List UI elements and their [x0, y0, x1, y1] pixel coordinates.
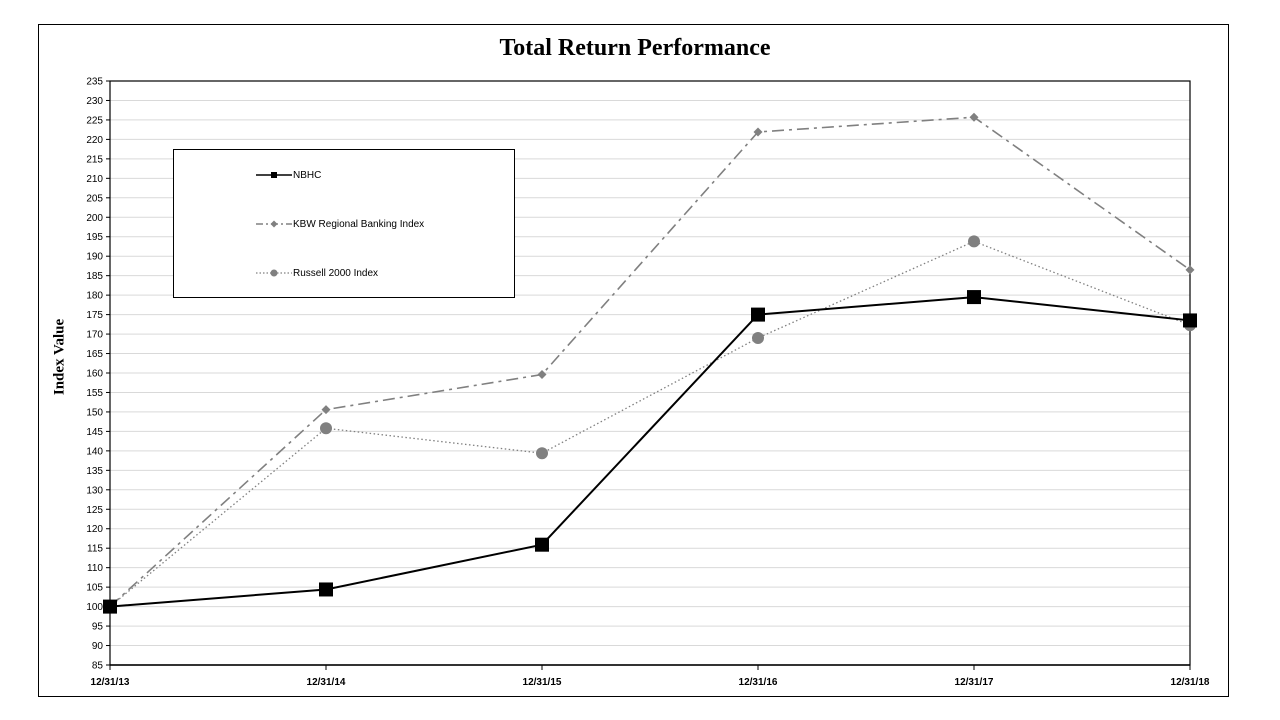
y-tick-label: 95: [92, 622, 104, 633]
legend-label-russell: Russell 2000 Index: [293, 267, 379, 279]
point-russell-2000-index: [968, 235, 980, 248]
legend-item-nbhc: NBHC: [256, 167, 321, 183]
point-russell-2000-index: [536, 447, 548, 460]
y-tick-label: 170: [86, 330, 103, 341]
point-nbhc: [967, 290, 981, 305]
y-tick-label: 120: [86, 524, 103, 535]
y-tick-label: 185: [86, 271, 103, 282]
point-nbhc: [535, 537, 549, 552]
chart-title: Total Return Performance: [499, 35, 771, 61]
legend-item-kbw: KBW Regional Banking Index: [256, 216, 424, 232]
x-tick-label: 12/31/17: [955, 677, 994, 688]
y-tick-label: 155: [86, 388, 103, 399]
series-line-nbhc: [109, 296, 1191, 608]
point-kbw-regional-banking-index: [969, 112, 979, 122]
y-tick-label: 145: [86, 427, 103, 438]
y-tick-label: 215: [86, 154, 103, 165]
y-tick-label: 205: [86, 193, 103, 204]
y-tick-label: 195: [86, 232, 103, 243]
y-tick-label: 115: [87, 544, 103, 555]
y-tick-label: 90: [92, 641, 104, 652]
y-tick-label: 125: [86, 505, 103, 516]
point-kbw-regional-banking-index: [537, 370, 547, 380]
x-tick-label: 12/31/18: [1171, 677, 1210, 688]
axes: 85 90 95 100 105 110 115 120 125 130 135 140 145 150 1…: [86, 77, 1210, 689]
y-tick-label: 190: [86, 252, 103, 263]
x-tick-label: 12/31/16: [739, 677, 778, 688]
point-kbw-regional-banking-index: [321, 405, 331, 415]
y-tick-label: 150: [86, 407, 103, 418]
point-nbhc: [751, 307, 765, 322]
y-tick-label: 160: [86, 369, 103, 380]
legend-swatch-russell: [256, 269, 292, 277]
legend-item-russell: Russell 2000 Index: [256, 265, 378, 281]
y-tick-label: 210: [86, 174, 103, 185]
point-kbw-regional-banking-index: [753, 127, 763, 137]
y-tick-label: 225: [86, 115, 103, 126]
y-tick-label: 175: [86, 310, 103, 321]
x-tick-label: 12/31/15: [523, 677, 562, 688]
y-tick-label: 85: [92, 661, 104, 672]
y-tick-label: 165: [86, 349, 103, 360]
point-nbhc: [103, 599, 117, 614]
x-tick-label: 12/31/14: [307, 677, 346, 688]
chart-frame: [38, 24, 1229, 697]
y-tick-label: 200: [86, 213, 103, 224]
legend: NBHC KBW Regional Banking Index Russell …: [173, 149, 515, 298]
y-tick-label: 100: [86, 602, 103, 613]
x-tick-label: 12/31/13: [91, 677, 130, 688]
point-russell-2000-index: [320, 422, 332, 435]
legend-swatch-kbw: [256, 220, 292, 228]
y-tick-label: 235: [86, 77, 103, 88]
legend-swatch-nbhc: [256, 172, 292, 178]
point-kbw-regional-banking-index: [1185, 265, 1195, 275]
series-layer: [103, 112, 1197, 614]
series-nbhc: [103, 290, 1197, 614]
y-tick-label: 130: [86, 485, 103, 496]
point-russell-2000-index: [752, 331, 764, 344]
series-line-kbw-regional-banking-index: [109, 116, 1191, 608]
legend-label-nbhc: NBHC: [293, 169, 322, 181]
y-tick-label: 140: [86, 446, 103, 457]
y-tick-label: 135: [86, 466, 103, 477]
legend-label-kbw: KBW Regional Banking Index: [293, 218, 425, 230]
y-tick-label: 110: [87, 563, 103, 574]
y-tick-label: 220: [86, 135, 103, 146]
y-tick-label: 230: [86, 96, 103, 107]
point-nbhc: [319, 582, 333, 597]
y-tick-label: 105: [86, 583, 103, 594]
series-kbw-regional-banking-index: [105, 112, 1195, 612]
point-nbhc: [1183, 313, 1197, 328]
series-line-russell-2000-index: [109, 240, 1191, 608]
y-tick-label: 180: [86, 291, 103, 302]
